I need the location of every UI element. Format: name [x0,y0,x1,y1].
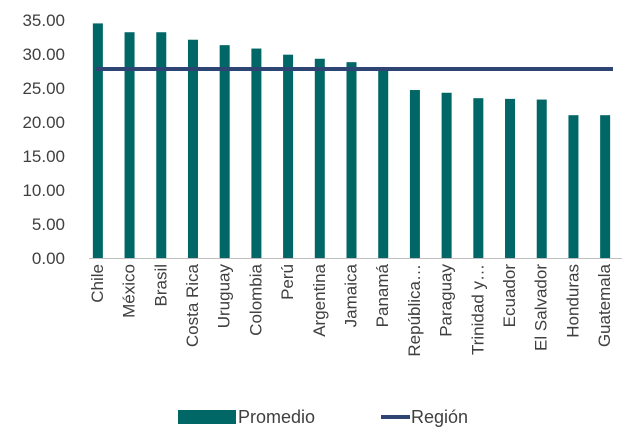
y-tick-label: 20.00 [22,113,65,132]
x-axis: Chile México Brasil Costa Rica Uruguay Colomb… [88,258,622,357]
x-category-label: Costa Rica [183,263,202,347]
x-category-label: República… [405,264,424,357]
x-category-label: México [120,264,139,318]
x-category-label: Jamaica [342,263,361,327]
bar-república- [409,90,420,258]
x-category-label: Honduras [563,264,582,338]
bar-trinidad-y- [473,98,484,258]
x-category-label: Chile [88,264,107,303]
y-tick-label: 15.00 [22,147,65,166]
bar-costa-rica [187,39,198,258]
bar-colombia [251,48,262,259]
legend-label-region: Región [411,407,468,427]
y-tick-label: 10.00 [22,181,65,200]
bar-el-salvador [536,99,547,258]
x-category-label: Brasil [151,264,170,307]
bar-jamaica [346,62,357,258]
x-category-label: Guatemala [595,263,614,347]
legend-label-promedio: Promedio [238,407,315,427]
x-category-label: Ecuador [500,264,519,328]
y-axis: 0.00 5.00 10.00 15.00 20.00 25.00 30.00 35.00 [22,11,65,268]
bar-ecuador [505,98,516,258]
legend: Promedio Región [178,407,468,427]
bar-perú [283,54,294,259]
x-category-label: El Salvador [532,264,551,351]
x-category-label: Paraguay [437,264,456,337]
bar-panamá [378,68,389,259]
x-category-label: Panamá [373,263,392,327]
bar-guatemala [600,115,611,258]
bar-argentina [314,58,325,259]
x-category-label: Uruguay [215,264,234,329]
y-tick-label: 0.00 [32,249,65,268]
bar-chile [92,23,103,259]
x-category-label: Colombia [246,263,265,335]
y-tick-label: 5.00 [32,215,65,234]
bar-uruguay [219,45,230,258]
bar-brasil [156,32,167,258]
y-tick-label: 30.00 [22,45,65,64]
bar-méxico [124,32,135,258]
y-tick-label: 35.00 [22,11,65,30]
x-category-label: Argentina [310,263,329,336]
bar-series [92,23,611,259]
y-tick-label: 25.00 [22,79,65,98]
x-category-label: Trinidad y… [468,264,487,355]
bar-paraguay [441,92,452,258]
bar-honduras [568,115,579,258]
legend-swatch-promedio [178,410,236,424]
x-category-label: Perú [278,264,297,300]
